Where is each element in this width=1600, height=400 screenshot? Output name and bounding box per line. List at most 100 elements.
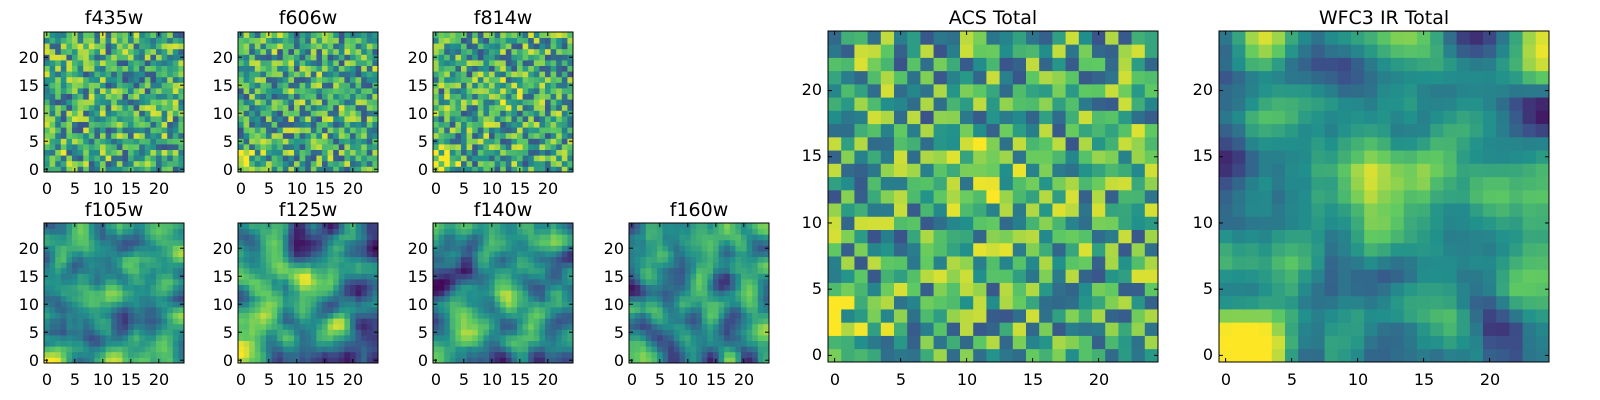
heatmap-cell xyxy=(528,234,535,241)
heatmap-cell xyxy=(288,251,295,257)
heatmap-cell xyxy=(83,110,90,117)
heatmap-cell xyxy=(757,323,764,330)
heatmap-cell xyxy=(316,234,323,241)
heatmap-cell xyxy=(455,335,462,341)
heatmap-cell xyxy=(344,307,351,313)
heatmap-cell xyxy=(128,228,134,235)
heatmap-cell xyxy=(545,121,551,128)
heatmap-cell xyxy=(161,132,168,139)
heatmap-cell xyxy=(701,290,708,297)
heatmap-cell xyxy=(634,284,641,291)
heatmap-cell xyxy=(1039,348,1053,363)
heatmap-cell xyxy=(444,121,451,128)
heatmap-cell xyxy=(567,251,574,257)
heatmap-cell xyxy=(438,43,445,50)
heatmap-cell xyxy=(282,149,289,156)
heatmap-cell xyxy=(277,284,284,291)
heatmap-cell xyxy=(77,60,84,66)
heatmap-cell xyxy=(116,155,123,162)
heatmap-cell xyxy=(66,335,73,341)
heatmap-cell xyxy=(372,340,379,347)
heatmap-cell xyxy=(907,216,921,230)
heatmap-cell xyxy=(366,329,373,336)
heatmap-cell xyxy=(662,335,669,341)
heatmap-cell xyxy=(156,295,162,302)
heatmap-cell xyxy=(472,104,479,111)
heatmap-cell xyxy=(49,307,56,313)
heatmap-cell xyxy=(999,322,1014,336)
heatmap-cell xyxy=(528,279,535,285)
heatmap-cell xyxy=(260,251,267,257)
heatmap-cell xyxy=(741,307,747,313)
heatmap-cell xyxy=(316,357,323,364)
y-tick-label: 20 xyxy=(19,239,39,258)
heatmap-cell xyxy=(757,307,764,313)
heatmap-cell xyxy=(156,284,162,291)
heatmap-cell xyxy=(567,307,574,313)
heatmap-cell xyxy=(483,307,490,313)
heatmap-cell xyxy=(316,65,323,72)
heatmap-cell xyxy=(60,43,67,50)
heatmap-cell xyxy=(556,82,563,89)
heatmap-cell xyxy=(640,223,647,229)
heatmap-cell xyxy=(172,251,179,257)
heatmap-cell xyxy=(299,290,306,297)
heatmap-cell xyxy=(156,76,162,83)
y-tick-label: 0 xyxy=(29,160,39,179)
heatmap-cell xyxy=(539,116,546,122)
heatmap-cell xyxy=(741,239,747,246)
heatmap-cell xyxy=(156,239,162,246)
heatmap-cell xyxy=(271,357,278,364)
heatmap-cell xyxy=(277,88,284,94)
heatmap-cell xyxy=(907,163,921,178)
heatmap-cell xyxy=(854,229,868,244)
heatmap-cell xyxy=(305,32,312,38)
heatmap-cell xyxy=(477,60,484,66)
heatmap-cell xyxy=(763,351,770,358)
heatmap-cell xyxy=(500,82,507,89)
heatmap-cell xyxy=(355,340,362,347)
heatmap-cell xyxy=(444,329,451,336)
heatmap-cell xyxy=(172,132,179,139)
heatmap-cell xyxy=(472,54,479,61)
heatmap-cell xyxy=(444,138,451,145)
heatmap-cell xyxy=(249,262,256,269)
heatmap-cell xyxy=(455,284,462,291)
heatmap-cell xyxy=(1131,348,1146,363)
heatmap-cell xyxy=(561,335,568,341)
heatmap-cell xyxy=(139,144,146,150)
heatmap-cell xyxy=(277,93,284,100)
heatmap-cell xyxy=(260,329,267,336)
heatmap-cell xyxy=(662,351,669,358)
heatmap-cell xyxy=(271,351,278,358)
heatmap-cell xyxy=(355,239,362,246)
heatmap-cell xyxy=(894,348,908,363)
heatmap-cell xyxy=(94,166,101,173)
heatmap-cell xyxy=(522,116,529,122)
heatmap-cell xyxy=(161,307,168,313)
heatmap-cell xyxy=(668,351,675,358)
heatmap-cell xyxy=(294,121,300,128)
heatmap-cell xyxy=(372,290,379,297)
heatmap-cell xyxy=(455,37,462,44)
heatmap-cell xyxy=(828,203,842,217)
heatmap-cell xyxy=(466,357,473,364)
heatmap-cell xyxy=(444,223,451,229)
heatmap-cell xyxy=(533,234,540,241)
heatmap-cell xyxy=(640,335,647,341)
heatmap-cell xyxy=(338,127,345,134)
heatmap-cell xyxy=(567,104,574,111)
heatmap-cell xyxy=(500,245,507,252)
heatmap-cell xyxy=(327,116,334,122)
heatmap-cell xyxy=(150,99,157,106)
heatmap-cell xyxy=(707,335,714,341)
heatmap-cell xyxy=(880,150,895,164)
heatmap-cell xyxy=(645,318,652,325)
panel-f435w: f435w 0 5 10 15 20 0 5 10 15 20 xyxy=(19,7,185,198)
heatmap-cell xyxy=(841,242,855,257)
heatmap-cell xyxy=(724,262,731,269)
heatmap-cell xyxy=(505,223,512,229)
heatmap-cell xyxy=(310,88,317,94)
heatmap-cell xyxy=(144,329,151,336)
heatmap-cell xyxy=(517,71,523,78)
